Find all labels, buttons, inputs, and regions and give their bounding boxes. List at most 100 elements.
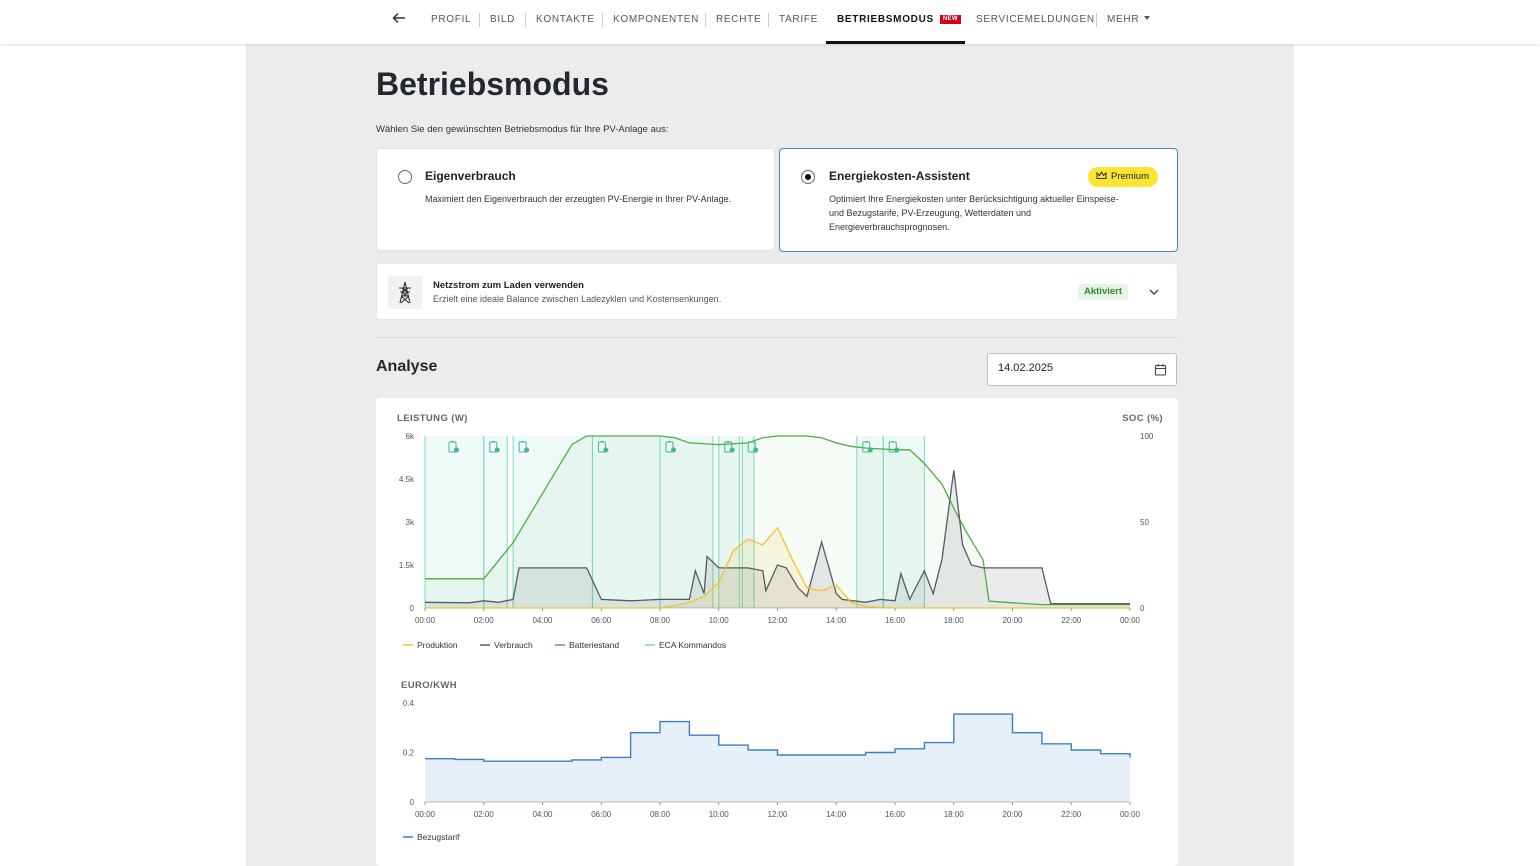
chart2-ylabel: EURO/KWH [401, 680, 457, 691]
date-input[interactable] [998, 362, 1138, 374]
radio-energiekosten-assistent[interactable] [801, 170, 815, 184]
chart1-ylabel-right: SOC (%) [1122, 413, 1163, 424]
x-tick-label: 16:00 [885, 616, 906, 625]
battery-icon-cap [726, 441, 730, 443]
y-left-tick-label: 3k [406, 518, 415, 527]
x-tick-label: 02:00 [474, 616, 495, 625]
nav-separator [602, 13, 603, 27]
nav-tab-komponenten[interactable]: KOMPONENTEN [613, 14, 700, 25]
back-arrow-icon[interactable] [391, 10, 407, 26]
date-picker[interactable] [987, 353, 1177, 386]
mode-card-eigenverbrauch[interactable]: Eigenverbrauch Maximiert den Eigenverbra… [376, 148, 775, 251]
new-badge: NEW [939, 15, 961, 24]
calendar-icon[interactable] [1154, 363, 1167, 376]
eca-command-icon [597, 441, 609, 453]
nav-tab-profil[interactable]: PROFIL [431, 14, 472, 25]
battery-icon-cap [750, 441, 754, 443]
series-area-batteriestand [425, 436, 1130, 608]
battery-icon-cap [891, 441, 895, 443]
analysis-chart-card: LEISTUNG (W) SOC (%) 00:00 02:00 04:00 06:0… [376, 398, 1178, 866]
x-tick-label: 20:00 [1002, 616, 1023, 625]
x-tick-label: 22:00 [1061, 616, 1082, 625]
battery-icon-dot [729, 447, 735, 453]
x-tick-label: 00:00 [415, 616, 436, 625]
premium-badge: Premium [1088, 167, 1159, 187]
nav-tab-betriebsmodus[interactable]: BETRIEBSMODUS NEW [826, 0, 965, 44]
x-tick-label: 14:00 [826, 810, 847, 819]
x-tick-label: 00:00 [1120, 810, 1141, 819]
x-tick-label: 12:00 [767, 616, 788, 625]
battery-icon-cap [521, 441, 525, 443]
legend-label: ECA Kommandos [659, 640, 726, 650]
legend-label: Produktion [417, 640, 458, 650]
y-right-tick-label: 0 [1140, 604, 1145, 613]
analysis-charts-svg: LEISTUNG (W) SOC (%) 00:00 02:00 04:00 06:0… [397, 413, 1163, 842]
nav-separator [479, 13, 480, 27]
x-tick-label: 08:00 [650, 810, 671, 819]
netzstrom-setting[interactable]: Netzstrom zum Laden verwenden Erzielt ei… [376, 263, 1178, 320]
nav-tab-servicemeldungen[interactable]: SERVICEMELDUNGEN [976, 14, 1095, 25]
bezugstarif-area [425, 714, 1130, 802]
mode-card-energiekosten-assistent[interactable]: Energiekosten-Assistent Premium Optimier… [779, 148, 1178, 252]
y-left-tick-label: 1.5k [399, 561, 415, 570]
battery-icon-dot [867, 447, 873, 453]
crown-icon [1096, 170, 1107, 179]
battery-icon-cap [600, 441, 604, 443]
battery-icon-dot [753, 447, 759, 453]
series-line-produktion [425, 526, 1130, 609]
battery-icon-dot [524, 447, 530, 453]
eca-interval [592, 436, 660, 608]
x-tick-label: 06:00 [591, 616, 612, 625]
status-badge-aktiviert: Aktiviert [1078, 284, 1129, 300]
eca-interval [660, 436, 713, 608]
eca-interval [856, 436, 884, 608]
battery-icon-cap [491, 441, 495, 443]
x-tick-label: 00:00 [415, 810, 436, 819]
battery-icon-dot [603, 447, 609, 453]
nav-tab-tarife[interactable]: TARIFE [779, 14, 819, 25]
eca-command-icon [724, 441, 735, 453]
chevron-down-icon[interactable] [1147, 285, 1161, 299]
nav-tab-rechte[interactable]: RECHTE [716, 14, 762, 25]
section-divider [376, 337, 1178, 338]
battery-icon-dot [494, 447, 500, 453]
eca-interval [483, 436, 508, 608]
series-line-verbrauch [424, 470, 1130, 605]
battery-icon-cap [451, 441, 454, 443]
nav-tab-kontakte[interactable]: KONTAKTE [536, 14, 595, 25]
legend-label: Bezugstarif [417, 832, 460, 842]
y-left-tick-label: 4.5k [399, 475, 415, 484]
mode-title-eigenverbrauch: Eigenverbrauch [425, 169, 516, 183]
legend-label: Batteriestand [569, 640, 619, 650]
page-title: Betriebsmodus [376, 66, 609, 102]
eca-interval [742, 436, 754, 608]
bezugstarif-line [425, 713, 1131, 762]
nav-tab-mehr[interactable]: MEHR [1107, 0, 1151, 44]
battery-icon-cap [668, 441, 671, 443]
legend-label: Verbrauch [494, 640, 533, 650]
nav-tab-bild[interactable]: BILD [490, 14, 516, 25]
mode-title-energiekosten-assistent: Energiekosten-Assistent [829, 169, 970, 183]
x-tick-label: 18:00 [944, 810, 965, 819]
top-navigation: PROFIL BILD KONTAKTE KOMPONENTEN RECHTE … [0, 0, 1540, 44]
radio-eigenverbrauch[interactable] [398, 170, 412, 184]
eca-command-icon [448, 441, 459, 453]
y-right-tick-label: 50 [1140, 518, 1149, 527]
y-right-tick-label: 100 [1140, 432, 1154, 441]
x-tick-label: 02:00 [474, 810, 495, 819]
eca-command-icon [518, 441, 530, 453]
eca-interval [718, 436, 740, 608]
battery-icon-dot [894, 447, 900, 453]
mode-desc-energiekosten-assistent: Optimiert Ihre Energiekosten unter Berüc… [829, 194, 1119, 232]
battery-icon-dot [454, 447, 459, 453]
x-tick-label: 22:00 [1061, 810, 1082, 819]
eca-command-icon [665, 441, 676, 453]
eca-command-icon [888, 441, 900, 453]
nav-separator [1096, 13, 1097, 27]
x-tick-label: 06:00 [591, 810, 612, 819]
nav-separator [768, 13, 769, 27]
eca-interval [883, 436, 925, 608]
nav-separator [525, 13, 526, 27]
eca-command-icon [862, 441, 873, 453]
y-left-tick-label: 0 [410, 604, 415, 613]
